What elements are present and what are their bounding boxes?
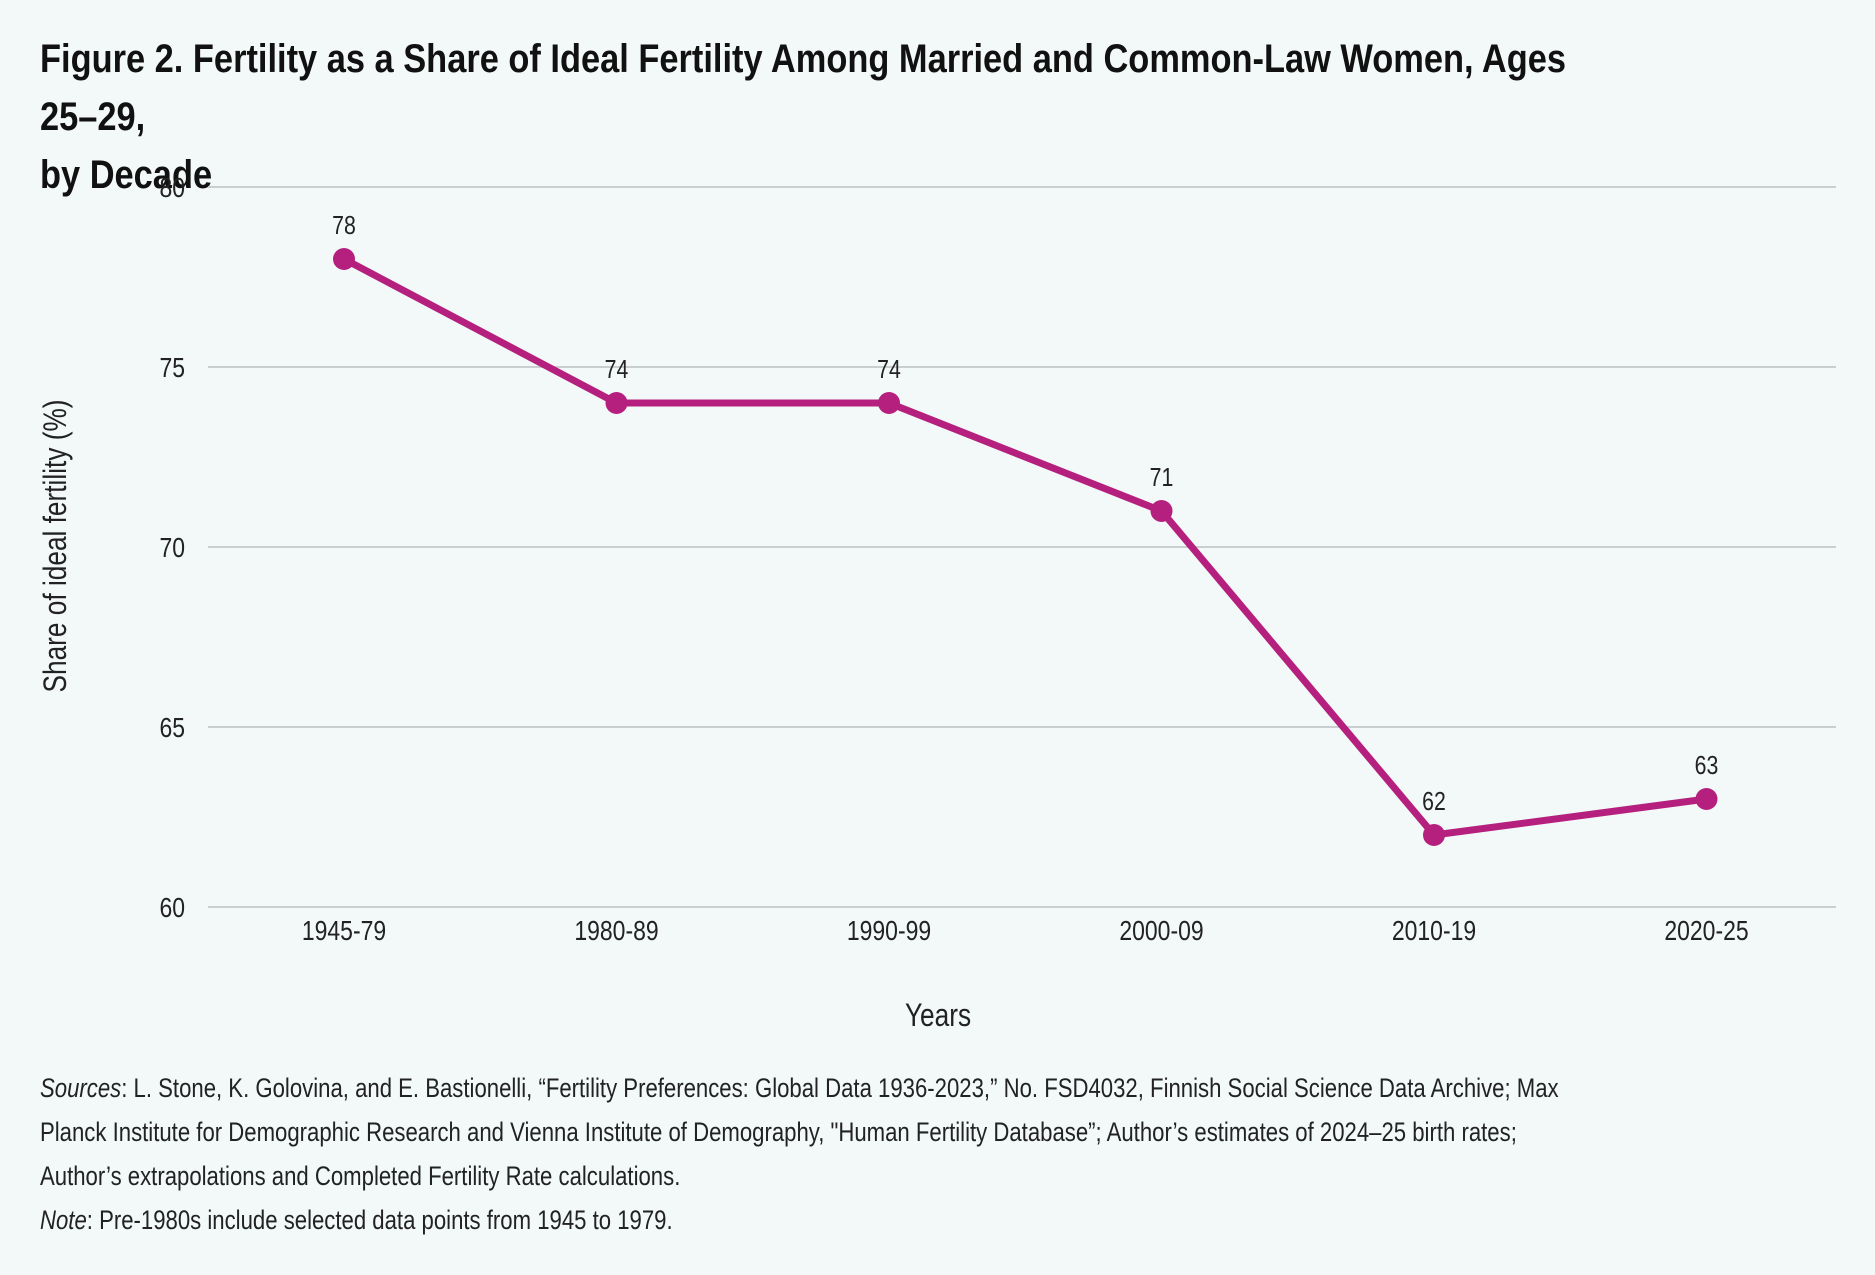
series-line (340, 255, 1710, 839)
y-tick-label-65: 65 (159, 713, 185, 744)
data-point-2000-09 (1150, 500, 1173, 522)
y-tick-label-80: 80 (159, 173, 185, 204)
data-point-2010-19 (1423, 824, 1445, 846)
data-label-1990-99: 74 (877, 355, 901, 385)
y-axis-title: Share of ideal fertility (%) (39, 399, 74, 692)
title-line-2: by Decade (40, 153, 213, 197)
data-label-1945-79: 78 (332, 211, 356, 241)
x-axis-title: Years (905, 999, 971, 1034)
data-point-1945-79 (333, 248, 355, 270)
x-axis-ticks: 1945-79 1980-89 1990-99 2000-09 2010-19 2020-… (302, 916, 1749, 947)
data-point-1990-99 (878, 392, 900, 414)
sources-note-line-2: Planck Institute for Demographic Researc… (40, 1117, 1517, 1147)
page-title: Figure 2. Fertility as a Share of Ideal … (40, 30, 1588, 204)
sources-label: Sources (40, 1073, 122, 1103)
data-label-2020-25: 63 (1695, 751, 1719, 781)
gridlines (208, 186, 1836, 908)
sources-note-line-3: Author’s extrapolations and Completed Fe… (40, 1161, 681, 1191)
sources-text: : L. Stone, K. Golovina, and E. Bastione… (121, 1073, 1559, 1103)
x-tick-label-2010-19: 2010-19 (1392, 916, 1476, 947)
note-label: Note (40, 1205, 87, 1235)
x-tick-label-1980-89: 1980-89 (574, 916, 658, 947)
note-text: : Pre-1980s include selected data points… (86, 1205, 673, 1235)
y-tick-label-60: 60 (159, 893, 185, 924)
data-label-2010-19: 62 (1422, 787, 1446, 817)
y-tick-label-70: 70 (159, 533, 185, 564)
x-tick-label-1990-99: 1990-99 (847, 916, 931, 947)
sources-note: Sources: L. Stone, K. Golovina, and E. B… (40, 1066, 1844, 1110)
data-series (333, 248, 1718, 846)
data-label-2000-09: 71 (1150, 463, 1174, 493)
x-tick-label-2000-09: 2000-09 (1119, 916, 1203, 947)
data-point-2020-25 (1695, 788, 1718, 810)
data-label-1980-89: 74 (605, 355, 629, 385)
title-line-1: Figure 2. Fertility as a Share of Ideal … (40, 37, 1566, 139)
y-tick-label-75: 75 (159, 353, 185, 384)
note: Note: Pre-1980s include selected data po… (40, 1198, 1844, 1242)
x-tick-label-1945-79: 1945-79 (302, 916, 386, 947)
data-labels: 78 74 74 71 62 63 (332, 211, 1718, 817)
y-axis-ticks: 60 65 70 75 80 (159, 173, 185, 924)
data-point-1980-89 (605, 392, 628, 414)
footnotes: Sources: L. Stone, K. Golovina, and E. B… (40, 1066, 1844, 1242)
x-tick-label-2020-25: 2020-25 (1664, 916, 1748, 947)
